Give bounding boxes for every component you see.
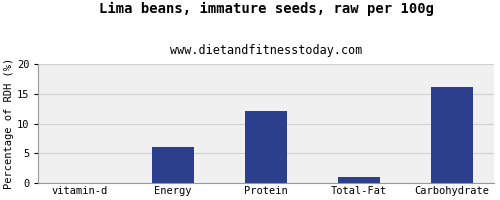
Bar [431, 87, 473, 183]
Bar [245, 111, 287, 183]
Text: Lima beans, immature seeds, raw per 100g: Lima beans, immature seeds, raw per 100g [98, 2, 433, 16]
Bar [152, 147, 194, 183]
Text: www.dietandfitnesstoday.com: www.dietandfitnesstoday.com [170, 44, 362, 57]
Y-axis label: Percentage of RDH (%): Percentage of RDH (%) [4, 58, 14, 189]
Bar [338, 177, 380, 183]
